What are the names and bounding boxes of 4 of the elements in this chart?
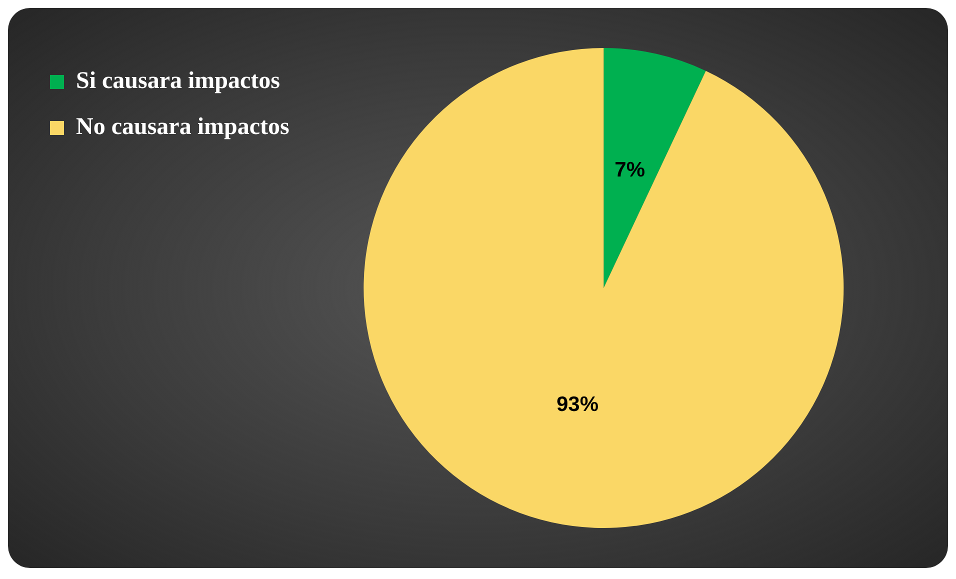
legend-label: Si causara impactos bbox=[76, 68, 280, 94]
data-label: 7% bbox=[614, 158, 646, 182]
data-label: 93% bbox=[556, 392, 599, 416]
legend-label: No causara impactos bbox=[76, 114, 290, 140]
